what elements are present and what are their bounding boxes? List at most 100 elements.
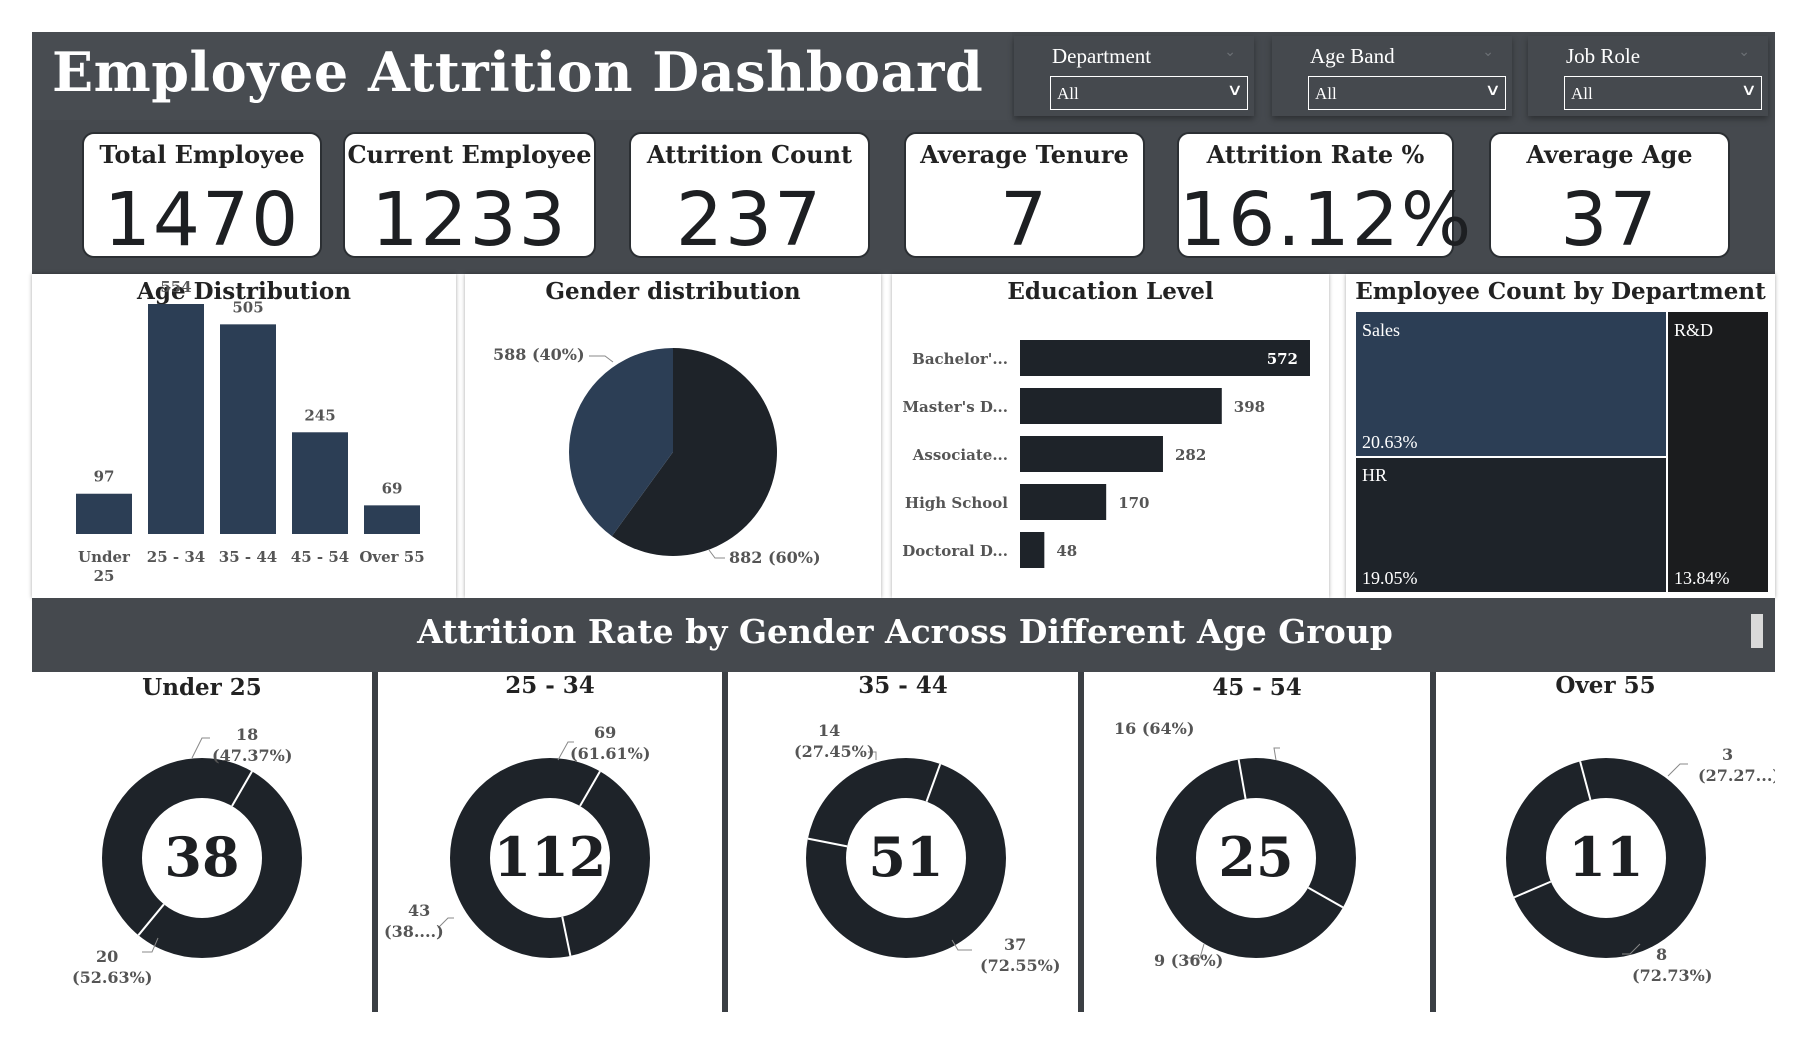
slice-label: (27.27...) (1698, 766, 1775, 785)
data-label: 245 (304, 406, 335, 424)
chart-title: Under 25 (142, 674, 262, 701)
treemap-tile-rd[interactable] (1668, 312, 1768, 592)
treemap-name: Sales (1362, 320, 1400, 340)
bar[interactable] (292, 432, 348, 534)
department-treemap: Sales 20.63% HR 19.05% R&D 13.84% (1356, 312, 1768, 592)
leader-line (951, 939, 972, 951)
kpi-value: 7 (999, 177, 1050, 263)
scrollbar[interactable] (1751, 614, 1763, 648)
bar[interactable] (1020, 340, 1310, 376)
donut-ring[interactable] (1156, 758, 1356, 958)
leader-line (589, 355, 614, 363)
leader-line (142, 937, 159, 953)
category-label: Bachelor'... (912, 350, 1008, 368)
pie-slice[interactable] (611, 348, 777, 556)
slicer-value: All (1571, 84, 1593, 103)
treemap-value: 19.05% (1362, 568, 1418, 588)
gender-distribution-chart: 588 (40%) 882 (60%) (493, 345, 821, 567)
slice-label: (52.63%) (72, 968, 152, 987)
slice-label: 882 (60%) (729, 548, 821, 567)
donut-ring[interactable] (450, 758, 650, 958)
bar[interactable] (1020, 532, 1045, 568)
slice-label: (72.73%) (1632, 966, 1712, 985)
data-label: 97 (94, 468, 115, 486)
kpi-value: 1470 (103, 177, 301, 263)
slice-label: 69 (594, 723, 616, 742)
slice-label: 16 (64%) (1114, 719, 1194, 738)
bar[interactable] (148, 304, 204, 534)
slice-label: 20 (96, 947, 118, 966)
donut-chart-under-25: 38 18 (47.37%) 20 (52.63%) (72, 725, 302, 987)
slice-separator (561, 916, 572, 957)
chart-title: 25 - 34 (505, 672, 595, 699)
kpi-average-age: Average Age 37 (1489, 132, 1730, 263)
slicer-department[interactable]: Department ⌄ All ∨ (1014, 36, 1254, 116)
section-header: Attrition Rate by Gender Across Differen… (32, 598, 1775, 672)
clear-selection-icon[interactable]: ⌄ (1738, 44, 1750, 60)
data-label: 282 (1175, 446, 1206, 464)
chevron-down-icon: ∨ (1484, 80, 1502, 99)
slice-label: 14 (818, 721, 840, 740)
divider (1078, 672, 1084, 1012)
slice-separator (1237, 759, 1247, 800)
bar[interactable] (1020, 484, 1107, 520)
chart-title: Age Distribution (137, 278, 351, 305)
donut-ring[interactable] (806, 758, 1006, 958)
donut-center-value: 38 (164, 825, 239, 889)
donut-ring[interactable] (102, 758, 302, 958)
donut-card-under-25: Under 25 38 18 (47.37%) 20 (52.63%) (32, 672, 372, 1012)
kpi-label: Average Tenure (920, 140, 1129, 169)
dashboard-title: Employee Attrition Dashboard (52, 40, 984, 104)
clear-selection-icon[interactable]: ⌄ (1482, 44, 1494, 60)
kpi-label: Attrition Count (646, 140, 853, 169)
kpi-value: 237 (675, 177, 824, 263)
section-title: Attrition Rate by Gender Across Differen… (417, 612, 1393, 651)
kpi-label: Average Age (1526, 140, 1693, 169)
bar[interactable] (1020, 436, 1163, 472)
donut-center-value: 112 (494, 825, 607, 889)
slicer-dropdown[interactable]: All ∨ (1564, 76, 1762, 110)
education-level-card: Education Level Bachelor'... 572 Master's … (892, 274, 1329, 598)
slice-label: 18 (236, 725, 258, 744)
bar[interactable] (364, 505, 420, 534)
slice-label: (61.61%) (570, 744, 650, 763)
pie-slice[interactable] (569, 348, 673, 537)
slicer-job-role[interactable]: Job Role ⌄ All ∨ (1528, 36, 1768, 116)
slicer-dropdown[interactable]: All ∨ (1308, 76, 1506, 110)
treemap-tile-hr[interactable] (1356, 458, 1666, 592)
leader-line (191, 737, 210, 759)
donut-center-value: 25 (1218, 825, 1293, 889)
chart-title: 45 - 54 (1212, 674, 1302, 701)
title-panel (32, 32, 1012, 120)
category-label: 25 - 34 (147, 548, 205, 566)
slice-label: 588 (40%) (493, 345, 585, 364)
bar[interactable] (220, 324, 276, 534)
kpi-label: Attrition Rate % (1206, 140, 1425, 169)
leader-line (437, 917, 454, 929)
chart-title: Employee Count by Department (1355, 278, 1766, 305)
bar[interactable] (1020, 388, 1222, 424)
gender-distribution-card: Gender distribution 588 (40%) 882 (60%) (465, 274, 881, 598)
data-label: 170 (1118, 494, 1149, 512)
chart-title: Over 55 (1555, 672, 1656, 699)
slicer-age-band[interactable]: Age Band ⌄ All ∨ (1272, 36, 1512, 116)
treemap-tile-sales[interactable] (1356, 312, 1666, 456)
slice-separator (1513, 880, 1552, 899)
category-label: Associate... (912, 446, 1008, 464)
donut-ring[interactable] (1506, 758, 1706, 958)
slicer-label: Department (1052, 44, 1152, 68)
donut-chart-over-55: 11 3 (27.27...) 8 (72.73%) (1506, 745, 1775, 985)
donut-card-45-54: 45 - 54 25 16 (64%) 9 (36%) (1084, 672, 1430, 1012)
kpi-label: Current Employee (347, 140, 592, 169)
slicer-dropdown[interactable]: All ∨ (1050, 76, 1248, 110)
leader-line (1184, 943, 1205, 959)
category-label: 45 - 54 (291, 548, 349, 566)
treemap-name: HR (1362, 465, 1387, 485)
clear-selection-icon[interactable]: ⌄ (1224, 44, 1236, 60)
bar[interactable] (76, 493, 132, 534)
slice-label: (38....) (384, 922, 444, 941)
slice-separator (807, 837, 848, 848)
slice-label: 37 (1004, 935, 1026, 954)
kpi-value: 37 (1560, 177, 1659, 263)
slice-separator (137, 903, 165, 936)
